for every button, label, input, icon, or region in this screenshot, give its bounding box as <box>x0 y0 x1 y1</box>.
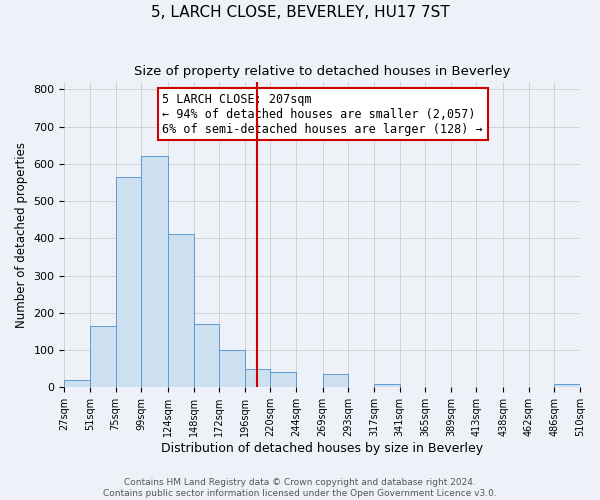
Bar <box>245 368 271 388</box>
Bar <box>141 156 168 388</box>
Text: 5, LARCH CLOSE, BEVERLEY, HU17 7ST: 5, LARCH CLOSE, BEVERLEY, HU17 7ST <box>151 5 449 20</box>
Bar <box>116 177 141 388</box>
Bar <box>323 374 349 388</box>
Text: Contains HM Land Registry data © Crown copyright and database right 2024.
Contai: Contains HM Land Registry data © Crown c… <box>103 478 497 498</box>
Title: Size of property relative to detached houses in Beverley: Size of property relative to detached ho… <box>134 65 511 78</box>
Bar <box>194 324 219 388</box>
X-axis label: Distribution of detached houses by size in Beverley: Distribution of detached houses by size … <box>161 442 483 455</box>
Text: 5 LARCH CLOSE: 207sqm
← 94% of detached houses are smaller (2,057)
6% of semi-de: 5 LARCH CLOSE: 207sqm ← 94% of detached … <box>163 92 483 136</box>
Bar <box>554 384 580 388</box>
Bar <box>90 326 116 388</box>
Bar <box>168 234 194 388</box>
Bar <box>64 380 90 388</box>
Bar <box>374 384 400 388</box>
Bar <box>271 372 296 388</box>
Bar <box>219 350 245 388</box>
Y-axis label: Number of detached properties: Number of detached properties <box>15 142 28 328</box>
